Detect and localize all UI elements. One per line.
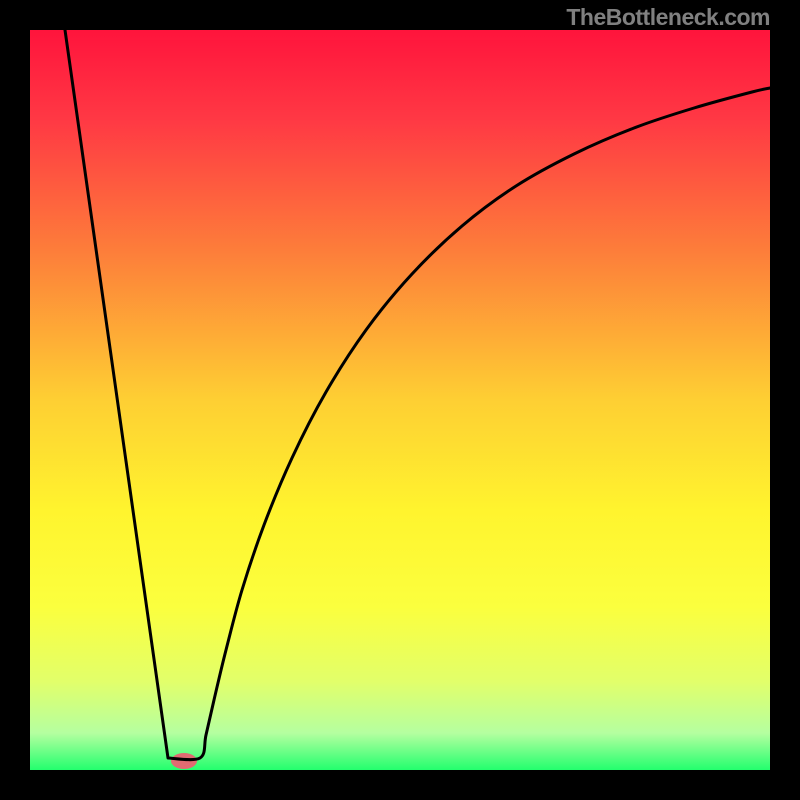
plot-area: [30, 30, 770, 770]
chart-canvas: TheBottleneck.com: [0, 0, 800, 800]
watermark-text: TheBottleneck.com: [566, 4, 770, 31]
min-marker: [171, 753, 197, 769]
